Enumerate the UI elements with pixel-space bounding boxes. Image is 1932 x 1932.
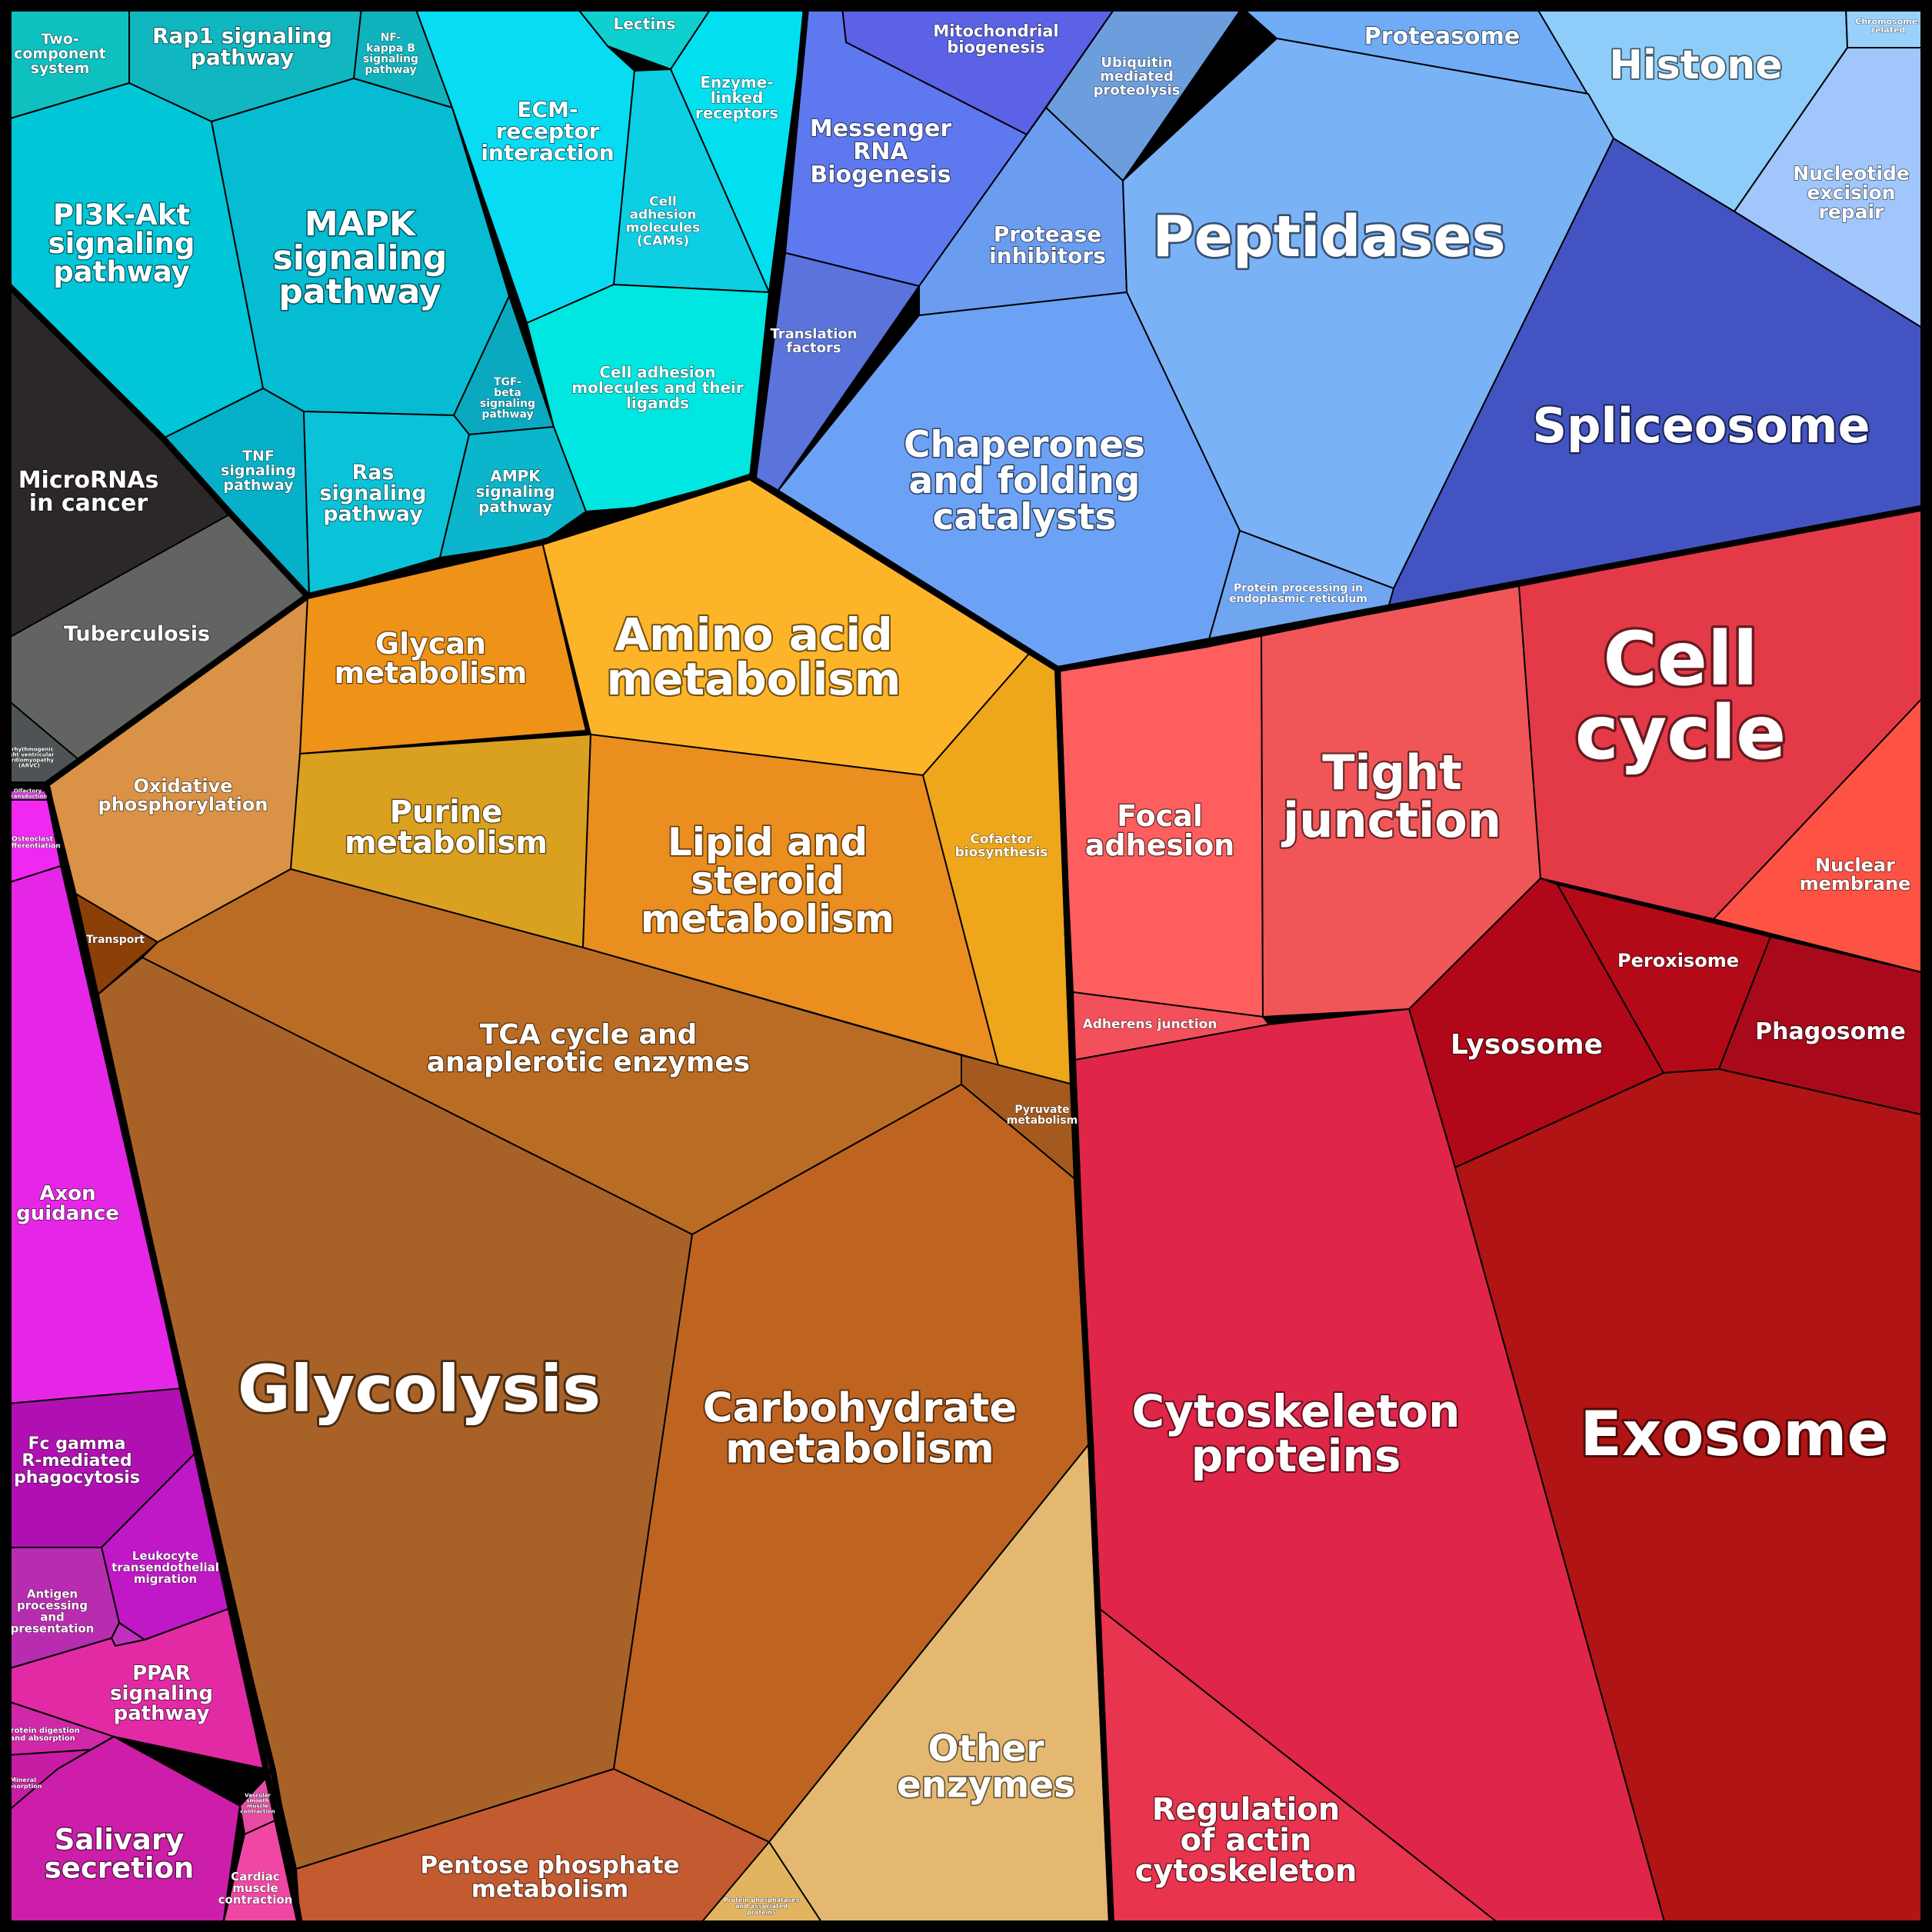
label-ecm-receptor-interaction: ECM-receptor interaction: [481, 97, 614, 165]
label-protein-digestion-and-absorption: Protein digestion and absorption: [5, 1727, 79, 1743]
cell-ampk-signaling-pathway: [439, 426, 587, 558]
label-cardiac-muscle-contraction: Cardiac muscle contraction: [218, 1870, 293, 1907]
label-cofactor-biosynthesis: Cofactor biosynthesis: [955, 832, 1048, 861]
label-arrhythmogenic-rv-cardiomyopathy: Arrhythmogenic right ventricular cardiomyo…: [5, 747, 55, 769]
label-focal-adhesion: Focal adhesion: [1085, 799, 1234, 862]
label-proteasome: Proteasome: [1364, 23, 1520, 50]
label-adherens-junction: Adherens junction: [1083, 1017, 1217, 1032]
label-micrornas-in-cancer: MicroRNAs in cancer: [18, 467, 159, 517]
label-tca-cycle-and-anaplerotic-enzymes: TCA cycle and anaplerotic enzymes: [427, 1019, 750, 1078]
label-oxidative-phosphorylation: Oxidative phosphorylation: [98, 775, 268, 815]
label-messenger-rna-biogenesis: Messenger RNA Biogenesis: [810, 115, 951, 188]
label-leukocyte-transendothelial-migration: Leukocyte transendothelial migration: [112, 1549, 219, 1586]
label-mitochondrial-biogenesis: Mitochondrial biogenesis: [933, 22, 1058, 57]
label-antigen-processing-and-presentation: Antigen processing and presentation: [11, 1587, 95, 1635]
label-peptidases: Peptidases: [1152, 204, 1505, 270]
label-lectins: Lectins: [614, 15, 676, 33]
label-vascular-smooth-muscle-contraction: Vascular smooth muscle contraction: [240, 1793, 275, 1815]
label-nuclear-membrane: Nuclear membrane: [1800, 854, 1911, 894]
label-glycan-metabolism: Glycan metabolism: [335, 627, 528, 690]
label-histone: Histone: [1609, 42, 1782, 88]
label-regulation-of-actin-cytoskeleton: Regulation of actin cytoskeleton: [1135, 1792, 1357, 1889]
label-lysosome: Lysosome: [1451, 1029, 1603, 1061]
label-cytoskeleton-proteins: Cytoskeleton proteins: [1132, 1385, 1461, 1482]
label-pentose-phosphate-metabolism: Pentose phosphate metabolism: [420, 1851, 679, 1903]
label-olfactory-transduction: Olfactory transduction: [8, 788, 47, 800]
label-translation-factors: Translation factors: [770, 326, 857, 356]
label-other-enzymes: Other enzymes: [897, 1727, 1075, 1806]
label-enzyme-linked-receptors: Enzyme-linked receptors: [695, 73, 778, 122]
labels-layer: Two-component system Rap1 signaling pathway…: [4, 14, 1921, 1916]
label-tight-junction: Tight junction: [1281, 744, 1501, 848]
label-protease-inhibitors: Protease inhibitors: [989, 222, 1106, 268]
cell-cell-adhesion-molecules-and-their-ligands: [526, 284, 770, 512]
label-protein-phosphatases: Protein phosphatases and associated protei…: [724, 1897, 800, 1916]
label-ras-signaling-pathway: Ras signaling pathway: [319, 461, 426, 526]
label-osteoclast-differentiation: Osteoclast differentiation: [4, 835, 60, 850]
label-tnf-signaling-pathway: TNF signaling pathway: [221, 448, 296, 494]
label-rap1-signaling-pathway: Rap1 signaling pathway: [152, 23, 332, 70]
label-chaperones-and-folding-catalysts: Chaperones and folding catalysts: [904, 424, 1145, 538]
label-axon-guidance: Axon guidance: [16, 1182, 119, 1225]
label-lipid-and-steroid-metabolism: Lipid and steroid metabolism: [641, 820, 894, 941]
label-cell-cycle: Cell cycle: [1575, 616, 1786, 776]
cells-layer: [7, 7, 1925, 1925]
label-exosome: Exosome: [1580, 1398, 1888, 1470]
label-glycolysis: Glycolysis: [238, 1351, 601, 1427]
label-spliceosome: Spliceosome: [1532, 398, 1870, 454]
label-ppar-signaling-pathway: PPAR signaling pathway: [110, 1662, 213, 1725]
label-tuberculosis: Tuberculosis: [64, 622, 210, 646]
label-phagosome: Phagosome: [1755, 1018, 1906, 1045]
label-transport: Transport: [86, 934, 145, 946]
label-cell-adhesion-molecules-and-their-ligands: Cell adhesion molecules and their ligands: [571, 363, 744, 412]
label-mapk-signaling-pathway: MAPK signaling pathway: [273, 205, 448, 311]
label-pyruvate-metabolism: Pyruvate metabolism: [1007, 1104, 1078, 1127]
label-protein-processing-in-er: Protein processing in endoplasmic reticul…: [1229, 582, 1367, 605]
label-peroxisome: Peroxisome: [1617, 950, 1739, 971]
label-tgf-beta-signaling-pathway: TGF-beta signaling pathway: [480, 376, 535, 421]
label-purine-metabolism: Purine metabolism: [345, 794, 548, 861]
label-carbohydrate-metabolism: Carbohydrate metabolism: [703, 1384, 1018, 1472]
label-mineral-absorption: Mineral absorption: [5, 1777, 42, 1790]
label-two-component-system: Two-component system: [14, 31, 106, 77]
label-fc-gamma-r-mediated-phagocytosis: Fc gamma R-mediated phagocytosis: [14, 1434, 140, 1487]
label-nucleotide-excision-repair: Nucleotide excision repair: [1793, 162, 1910, 223]
label-chromosome-related: Chromosome-related: [1855, 17, 1921, 35]
label-pi3k-akt-signaling-pathway: PI3K-Akt signaling pathway: [48, 198, 195, 288]
label-ampk-signaling-pathway: AMPK signaling pathway: [475, 467, 555, 516]
label-ubiquitin-mediated-proteolysis: Ubiquitin mediated proteolysis: [1094, 55, 1181, 98]
label-amino-acid-metabolism: Amino acid metabolism: [607, 608, 901, 705]
label-cell-adhesion-molecules-cams: Cell adhesion molecules (CAMs): [626, 195, 700, 249]
label-salivary-secretion: Salivary secretion: [45, 1823, 195, 1884]
